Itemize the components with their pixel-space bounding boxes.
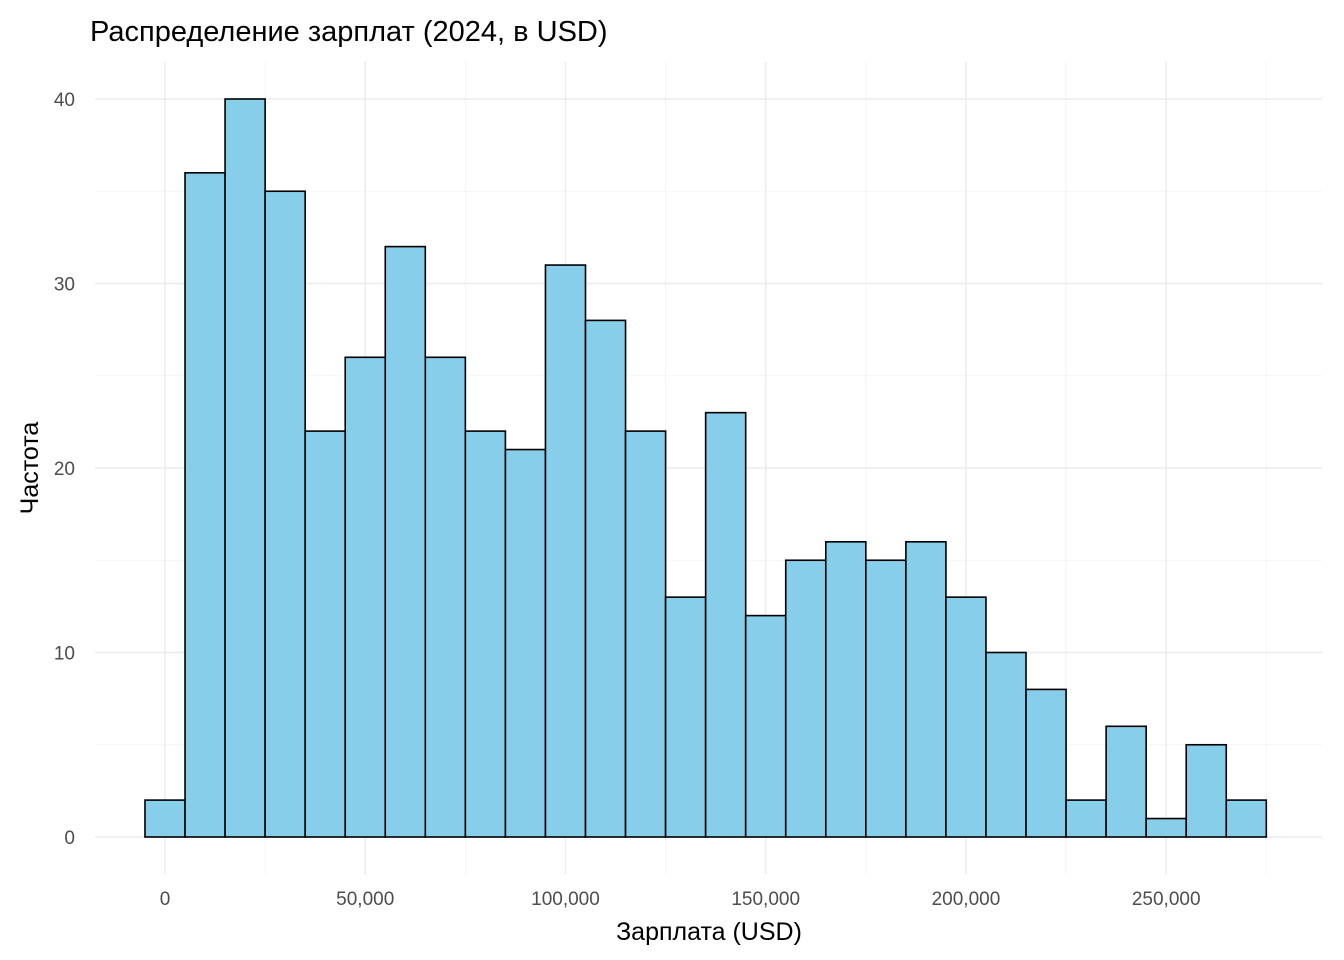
y-axis-tick-labels: 0 10 20 30 40 <box>54 90 75 849</box>
histogram-bar <box>1145 817 1188 838</box>
histogram-bar <box>704 411 747 838</box>
y-tick-label: 10 <box>54 644 75 665</box>
histogram-bar <box>544 264 587 838</box>
histogram-bar <box>905 540 947 838</box>
x-tick-label: 100,000 <box>531 889 600 910</box>
y-tick-label: 20 <box>54 459 75 480</box>
y-tick-label: 30 <box>54 275 75 296</box>
histogram-bar <box>744 614 787 838</box>
histogram-bar <box>784 559 827 838</box>
histogram-bar <box>504 448 547 838</box>
histogram-bar <box>264 190 306 838</box>
histogram-bar <box>1065 799 1107 838</box>
x-tick-label: 150,000 <box>731 889 800 910</box>
bars <box>144 98 1268 838</box>
x-tick-label: 200,000 <box>932 889 1001 910</box>
histogram-bar <box>1225 799 1268 838</box>
histogram-bar <box>224 98 266 838</box>
histogram-bar <box>464 430 507 838</box>
histogram-bar <box>945 596 987 838</box>
histogram-bar <box>824 540 867 838</box>
y-tick-label: 0 <box>64 828 75 849</box>
x-axis-label: Зарплата (USD) <box>616 918 802 946</box>
histogram-bar <box>865 559 907 838</box>
histogram-bar <box>1105 725 1147 838</box>
chart-title: Распределение зарплат (2024, в USD) <box>90 16 608 48</box>
x-tick-label: 250,000 <box>1132 889 1201 910</box>
histogram-bar <box>624 430 667 838</box>
y-tick-label: 40 <box>54 90 75 111</box>
y-axis-label: Частота <box>16 422 44 515</box>
histogram-bar <box>384 245 427 838</box>
histogram-bar <box>184 172 226 838</box>
histogram-bar <box>985 651 1027 838</box>
histogram-bar <box>584 319 627 838</box>
histogram-bar <box>304 430 347 838</box>
histogram-bar <box>144 799 186 838</box>
histogram-bar <box>1025 688 1067 838</box>
histogram-bar <box>424 356 467 838</box>
x-axis-tick-labels: 0 50,000 100,000 150,000 200,000 250,000 <box>160 889 1201 910</box>
histogram-bar <box>664 596 707 838</box>
x-tick-label: 0 <box>160 889 171 910</box>
histogram-bar <box>344 356 387 838</box>
x-tick-label: 50,000 <box>336 889 394 910</box>
histogram-bar <box>1185 743 1228 838</box>
